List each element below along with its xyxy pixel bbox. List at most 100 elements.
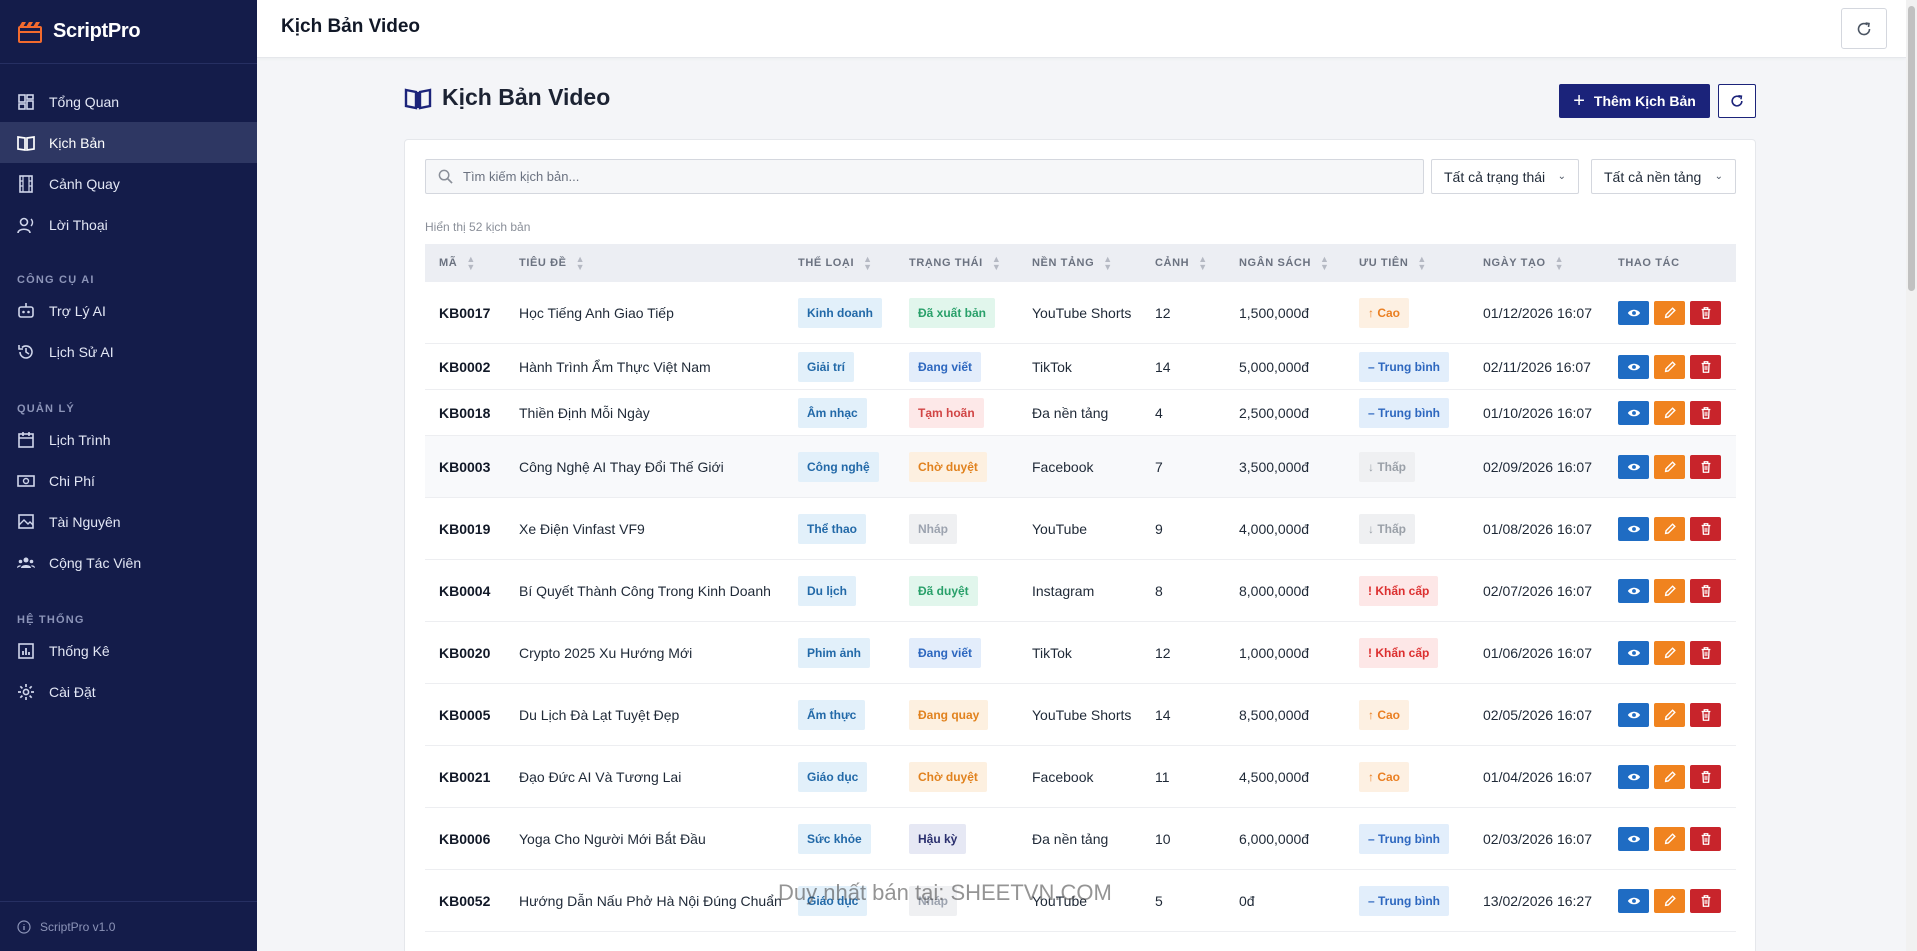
sort-icon: ▲ ▼ [1554, 253, 1565, 272]
edit-button[interactable] [1654, 516, 1685, 541]
sidebar-item-chi-phi[interactable]: Chi Phí [0, 460, 257, 501]
search-box[interactable] [425, 159, 1424, 194]
table-row[interactable]: KB0017 Học Tiếng Anh Giao Tiếp Kinh doanh Đ… [425, 282, 1736, 344]
section-system: HỆ THỐNG [17, 614, 85, 626]
view-button[interactable] [1618, 640, 1649, 665]
add-script-button[interactable]: + Thêm Kịch Bản [1559, 84, 1710, 118]
column-header-category[interactable]: THỂ LOẠI ▲ ▼ [798, 253, 873, 272]
view-button[interactable] [1618, 888, 1649, 913]
chart-icon [18, 642, 34, 659]
sidebar-item-lich-trinh[interactable]: Lịch Trình [0, 419, 257, 460]
sidebar-item-tong-quan[interactable]: Tổng Quan [0, 81, 257, 122]
column-header-scenes[interactable]: CẢNH ▲ ▼ [1155, 253, 1208, 272]
platform-filter-select[interactable]: Tất cả nền tảng ⌄ [1591, 159, 1736, 194]
table-row[interactable]: KB0020 Crypto 2025 Xu Hướng Mới Phim ảnh Đa… [425, 622, 1736, 684]
table-row[interactable]: KB0052 Hướng Dẫn Nấu Phở Hà Nội Đúng Chuẩ… [425, 870, 1736, 932]
edit-button[interactable] [1654, 702, 1685, 727]
table-row[interactable]: KB0021 Đạo Đức AI Và Tương Lai Giáo dục Chờ… [425, 746, 1736, 808]
pencil-icon [1664, 360, 1676, 372]
table-row[interactable]: KB0019 Xe Điện Vinfast VF9 Thể thao Nháp You… [425, 498, 1736, 560]
view-button[interactable] [1618, 516, 1649, 541]
sort-icon: ▲ ▼ [575, 253, 586, 272]
cell-date: 01/06/2026 16:07 [1483, 644, 1592, 661]
sidebar-item-canh-quay[interactable]: Cảnh Quay [0, 163, 257, 204]
view-button[interactable] [1618, 764, 1649, 789]
sidebar-item-lich-su-ai[interactable]: Lịch Sử AI [0, 331, 257, 372]
sidebar-item-tro-ly-ai[interactable]: Trợ Lý AI [0, 290, 257, 331]
plus-icon: + [1573, 90, 1585, 112]
table-row[interactable]: KB0006 Yoga Cho Người Mới Bắt Đầu Sức khỏe… [425, 808, 1736, 870]
view-button[interactable] [1618, 702, 1649, 727]
sidebar-item-loi-thoai[interactable]: Lời Thoại [0, 204, 257, 245]
delete-button[interactable] [1690, 454, 1721, 479]
edit-button[interactable] [1654, 454, 1685, 479]
edit-button[interactable] [1654, 400, 1685, 425]
table-row[interactable]: KB0005 Du Lịch Đà Lạt Tuyệt Đẹp Ẩm thực Đan… [425, 684, 1736, 746]
column-header-budget[interactable]: NGÂN SÁCH ▲ ▼ [1239, 253, 1330, 272]
brand-name: ScriptPro [53, 20, 141, 42]
page-title: Kịch Bản Video [442, 84, 611, 110]
view-button[interactable] [1618, 354, 1649, 379]
edit-button[interactable] [1654, 764, 1685, 789]
search-icon [438, 169, 453, 184]
refresh-list-button[interactable] [1718, 84, 1756, 118]
sidebar-item-cai-dat[interactable]: Cài Đặt [0, 671, 257, 712]
edit-button[interactable] [1654, 300, 1685, 325]
delete-button[interactable] [1690, 764, 1721, 789]
page-scrollbar[interactable] [1906, 0, 1917, 951]
status-filter-select[interactable]: Tất cả trạng thái ⌄ [1431, 159, 1579, 194]
column-header-platform[interactable]: NỀN TẢNG ▲ ▼ [1032, 253, 1113, 272]
sidebar-item-label: Chi Phí [49, 472, 95, 489]
edit-button[interactable] [1654, 578, 1685, 603]
images-icon [18, 513, 34, 529]
search-input[interactable] [463, 169, 1363, 184]
brand[interactable]: ScriptPro [0, 0, 257, 64]
page-header: Kịch Bản Video [404, 84, 610, 111]
column-header-priority[interactable]: ƯU TIÊN ▲ ▼ [1359, 253, 1427, 272]
sidebar-item-kich-ban[interactable]: Kịch Bản [0, 122, 257, 163]
topbar-refresh-button[interactable] [1841, 8, 1887, 49]
cell-title: Học Tiếng Anh Giao Tiếp [519, 304, 674, 321]
edit-button[interactable] [1654, 640, 1685, 665]
cell-platform: YouTube Shorts [1032, 706, 1132, 723]
cell-title: Đạo Đức AI Và Tương Lai [519, 768, 682, 785]
table-row[interactable]: KB0002 Hành Trình Ẩm Thực Việt Nam Giải tr… [425, 344, 1736, 390]
sidebar-item-cong-tac-vien[interactable]: Cộng Tác Viên [0, 542, 257, 583]
column-header-date[interactable]: NGÀY TẠO ▲ ▼ [1483, 253, 1565, 272]
delete-button[interactable] [1690, 300, 1721, 325]
edit-button[interactable] [1654, 826, 1685, 851]
category-badge: Âm nhạc [798, 397, 867, 428]
cell-platform: TikTok [1032, 358, 1072, 375]
scrollbar-thumb[interactable] [1908, 6, 1915, 291]
column-header-code[interactable]: MÃ ▲ ▼ [439, 253, 476, 272]
delete-button[interactable] [1690, 354, 1721, 379]
view-button[interactable] [1618, 578, 1649, 603]
cell-platform: Đa nền tảng [1032, 404, 1109, 421]
delete-button[interactable] [1690, 400, 1721, 425]
delete-button[interactable] [1690, 578, 1721, 603]
cell-scenes: 14 [1155, 706, 1171, 723]
view-button[interactable] [1618, 826, 1649, 851]
calendar-icon [18, 431, 34, 448]
sidebar-item-thong-ke[interactable]: Thống Kê [0, 630, 257, 671]
delete-button[interactable] [1690, 702, 1721, 727]
sidebar-item-tai-nguyen[interactable]: Tài Nguyên [0, 501, 257, 542]
cell-budget: 3,500,000đ [1239, 458, 1310, 475]
section-ai-tools: CÔNG CỤ AI [17, 274, 95, 286]
delete-button[interactable] [1690, 640, 1721, 665]
delete-button[interactable] [1690, 826, 1721, 851]
delete-button[interactable] [1690, 888, 1721, 913]
table-row[interactable]: KB0003 Công Nghệ AI Thay Đổi Thế Giới Công… [425, 436, 1736, 498]
edit-button[interactable] [1654, 354, 1685, 379]
view-button[interactable] [1618, 400, 1649, 425]
delete-button[interactable] [1690, 516, 1721, 541]
edit-button[interactable] [1654, 888, 1685, 913]
column-header-status[interactable]: TRẠNG THÁI ▲ ▼ [909, 253, 1002, 272]
view-button[interactable] [1618, 454, 1649, 479]
column-header-title[interactable]: TIÊU ĐỀ ▲ ▼ [519, 253, 586, 272]
category-badge: Phim ảnh [798, 637, 871, 668]
priority-badge: ↑ Cao [1359, 761, 1410, 792]
table-row[interactable]: KB0004 Bí Quyết Thành Công Trong Kinh Doa… [425, 560, 1736, 622]
view-button[interactable] [1618, 300, 1649, 325]
table-row[interactable]: KB0018 Thiền Định Mỗi Ngày Âm nhạc Tạm hoãn… [425, 390, 1736, 436]
